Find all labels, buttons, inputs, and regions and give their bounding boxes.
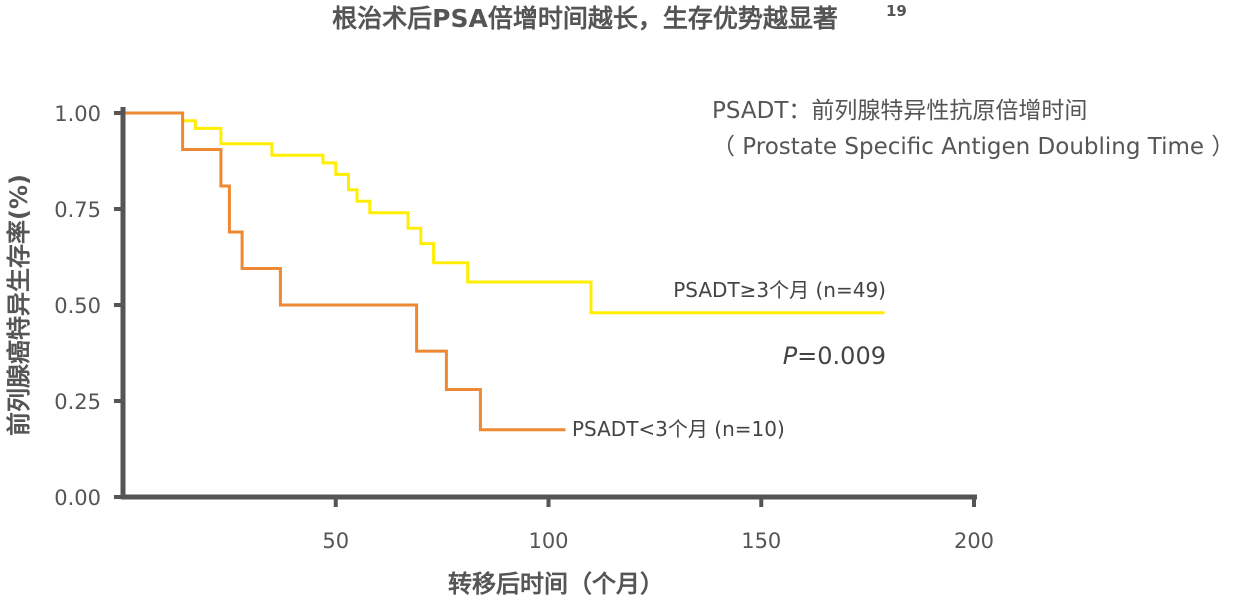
x-tick-label: 100 bbox=[528, 529, 568, 553]
series-line-short-psadt bbox=[123, 111, 566, 432]
y-tick-label: 0.25 bbox=[54, 390, 101, 414]
chart-title: 根治术后PSA倍增时间越长，生存优势越显著 bbox=[332, 4, 838, 33]
x-tick-label: 200 bbox=[954, 529, 994, 553]
series-label-long-psadt: PSADT≥3个月 (n=49) bbox=[673, 278, 886, 302]
x-tick-label: 150 bbox=[741, 529, 781, 553]
psadt-definition-english: （ Prostate Specific Antigen Doubling Tim… bbox=[712, 134, 1234, 160]
y-tick-layer: 1.00 0.75 0.50 0.25 0.00 bbox=[54, 102, 123, 510]
x-tick-label: 50 bbox=[322, 529, 349, 553]
p-value-number: =0.009 bbox=[797, 342, 886, 370]
x-tick-layer: 50 100 150 200 bbox=[322, 497, 994, 553]
y-tick-label: 1.00 bbox=[54, 102, 101, 126]
y-tick-label: 0.50 bbox=[54, 294, 101, 318]
y-tick-label: 0.75 bbox=[54, 198, 101, 222]
series-line-long-psadt bbox=[123, 111, 885, 315]
p-value: P=0.009 bbox=[783, 342, 886, 370]
title-superscript: 19 bbox=[886, 2, 907, 20]
series-label-short-psadt: PSADT<3个月 (n=10) bbox=[572, 417, 785, 441]
psadt-definition: PSADT：前列腺特异性抗原倍增时间 bbox=[712, 98, 1087, 124]
y-tick-label: 0.00 bbox=[54, 486, 101, 510]
p-value-symbol: P bbox=[783, 342, 798, 370]
x-axis-title: 转移后时间（个月） bbox=[448, 570, 664, 598]
series-layer bbox=[123, 111, 885, 432]
y-axis-title: 前列腺癌特异生存率(%) bbox=[5, 174, 33, 436]
